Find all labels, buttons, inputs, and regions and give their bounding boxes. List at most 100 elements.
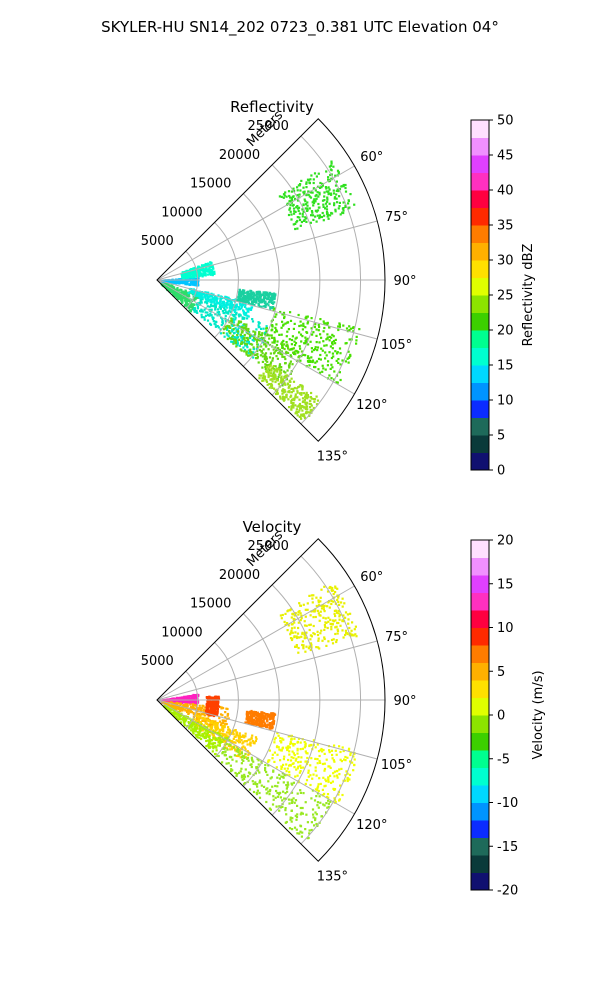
echo-pixel xyxy=(286,321,289,324)
echo-pixel xyxy=(197,272,201,275)
echo-pixel xyxy=(177,707,181,710)
echo-pixel xyxy=(304,216,307,219)
echo-pixel xyxy=(297,737,301,740)
echo-pixel xyxy=(334,800,337,804)
echo-pixel xyxy=(231,740,234,743)
echo-pixel xyxy=(326,605,329,608)
echo-pixel xyxy=(238,293,241,296)
echo-pixel xyxy=(236,746,239,749)
echo-pixel xyxy=(262,296,266,299)
echo-pixel xyxy=(218,313,221,316)
echo-pixel xyxy=(186,715,189,719)
echo-pixel xyxy=(216,311,219,314)
echo-pixel xyxy=(256,352,259,356)
echo-pixel xyxy=(225,302,228,305)
echo-pixel xyxy=(330,363,333,366)
echo-pixel xyxy=(244,339,247,342)
echo-pixel xyxy=(163,705,166,708)
echo-pixel xyxy=(238,297,241,300)
echo-pixel xyxy=(246,297,250,300)
echo-pixel xyxy=(271,380,274,383)
echo-pixel xyxy=(333,760,336,763)
echo-pixel xyxy=(199,292,202,295)
echo-pixel xyxy=(309,638,312,641)
echo-pixel xyxy=(221,726,224,729)
echo-pixel xyxy=(256,355,259,358)
echo-pixel xyxy=(312,406,315,410)
echo-pixel xyxy=(304,608,307,611)
echo-pixel xyxy=(281,313,284,316)
echo-pixel xyxy=(184,290,187,293)
echo-pixel xyxy=(184,271,187,275)
echo-pixel xyxy=(229,307,232,310)
echo-pixel xyxy=(295,818,298,821)
echo-pixel xyxy=(276,753,279,756)
echo-pixel xyxy=(302,644,305,647)
echo-pixel xyxy=(267,790,270,793)
echo-pixel xyxy=(200,734,203,737)
echo-pixel xyxy=(187,292,190,295)
echo-pixel xyxy=(315,795,318,798)
echo-pixel xyxy=(202,704,205,708)
echo-pixel xyxy=(174,702,177,705)
echo-pixel xyxy=(203,719,206,722)
echo-pixel xyxy=(329,766,332,769)
echo-pixel xyxy=(202,270,205,273)
echo-pixel xyxy=(224,320,228,323)
echo-pixel xyxy=(324,202,328,205)
echo-pixel xyxy=(241,335,244,338)
echo-pixel xyxy=(265,327,268,330)
echo-pixel xyxy=(251,318,254,321)
echo-pixel xyxy=(258,374,261,377)
echo-pixel xyxy=(302,219,306,222)
echo-pixel xyxy=(235,311,238,314)
echo-pixel xyxy=(216,744,219,747)
echo-pixel xyxy=(332,772,335,775)
echo-pixel xyxy=(301,328,304,331)
echo-pixel xyxy=(251,335,254,338)
echo-pixel xyxy=(265,366,268,369)
echo-pixel xyxy=(290,405,293,408)
echo-pixel xyxy=(328,351,331,354)
echo-pixel xyxy=(344,204,347,207)
echo-pixel xyxy=(318,795,321,798)
echo-pixel xyxy=(328,202,331,205)
echo-pixel xyxy=(247,302,251,305)
echo-pixel xyxy=(333,197,336,200)
echo-pixel xyxy=(307,395,310,398)
azimuth-tick-label: 60° xyxy=(360,150,383,165)
echo-pixel xyxy=(214,308,217,311)
echo-pixel xyxy=(224,716,227,719)
echo-pixel xyxy=(330,336,333,339)
echo-pixel xyxy=(333,609,336,612)
echo-pixel xyxy=(166,706,169,709)
echo-pixel xyxy=(334,342,337,345)
echo-pixel xyxy=(324,207,327,210)
echo-pixel xyxy=(279,372,282,375)
echo-pixel xyxy=(288,362,291,365)
echo-pixel xyxy=(289,759,293,762)
echo-pixel xyxy=(325,208,329,211)
echo-pixel xyxy=(323,792,326,795)
echo-pixel xyxy=(264,715,267,718)
echo-pixel xyxy=(254,294,257,297)
echo-pixel xyxy=(280,375,283,378)
echo-pixel xyxy=(257,290,260,293)
echo-pixel xyxy=(249,712,252,715)
echo-pixel xyxy=(308,399,312,403)
echo-pixel xyxy=(292,744,295,747)
echo-pixel xyxy=(339,213,342,216)
echo-pixel xyxy=(240,762,243,765)
echo-pixel xyxy=(279,397,282,400)
echo-pixel xyxy=(311,359,315,362)
echo-pixel xyxy=(323,191,326,194)
echo-pixel xyxy=(305,315,308,318)
echo-pixel xyxy=(193,271,196,274)
echo-pixel xyxy=(196,726,199,729)
colorbar-swatch xyxy=(471,365,489,383)
echo-pixel xyxy=(272,798,275,801)
echo-pixel xyxy=(273,741,276,744)
echo-pixel xyxy=(342,185,345,188)
echo-pixel xyxy=(286,748,289,752)
echo-pixel xyxy=(286,382,289,385)
